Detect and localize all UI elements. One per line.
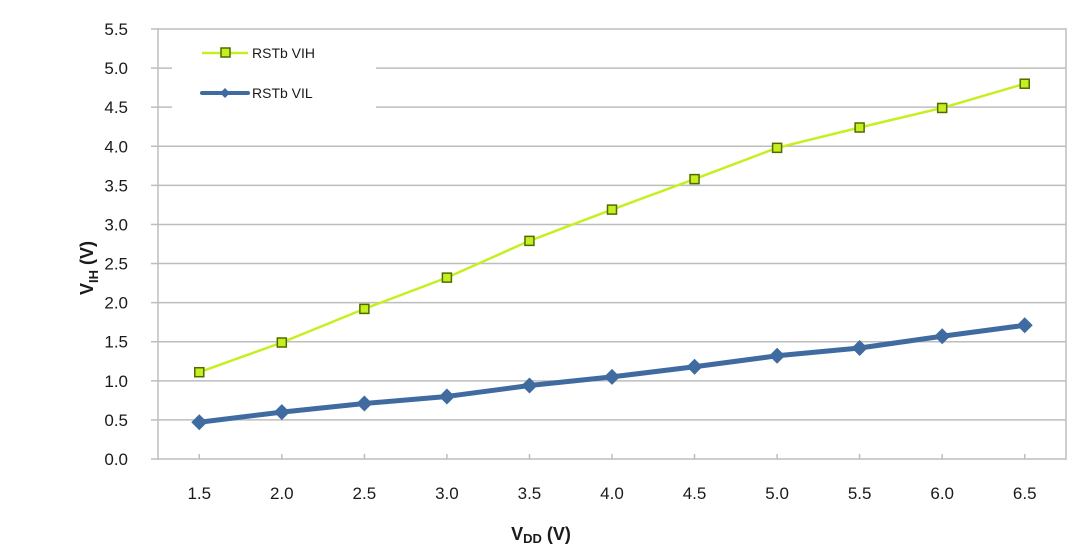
y-axis-title-suffix: (V) xyxy=(77,241,97,270)
y-tick-label: 2.5 xyxy=(104,255,128,274)
data-point-square xyxy=(771,142,783,154)
series-rstb-vih xyxy=(194,78,1030,378)
x-tick-label: 6.0 xyxy=(930,484,954,503)
data-point-square xyxy=(606,204,618,215)
data-point-diamond xyxy=(191,414,208,431)
data-point-diamond xyxy=(686,358,703,375)
y-tick-label: 4.0 xyxy=(104,137,128,156)
x-tick-label: 4.0 xyxy=(600,484,624,503)
y-axis-title: VIH (V) xyxy=(77,241,101,295)
y-tick-label: 3.0 xyxy=(104,215,128,234)
y-tick-label: 4.5 xyxy=(104,98,128,117)
data-point-square xyxy=(194,366,205,378)
data-point-square xyxy=(854,122,865,133)
legend: RSTb VIH RSTb VIL xyxy=(172,38,376,114)
y-tick-label: 0.0 xyxy=(104,450,128,469)
x-tick-label: 5.5 xyxy=(848,484,872,503)
series-layer xyxy=(191,78,1033,431)
y-axis-title-sub: IH xyxy=(86,270,101,283)
data-point-square xyxy=(936,102,948,114)
data-point-square xyxy=(524,235,535,247)
data-point-diamond xyxy=(521,377,538,394)
x-axis-title-sub: DD xyxy=(523,531,542,546)
y-axis: 0.0 0.5 1.0 1.5 2.0 2.5 3.0 3.5 4.0 4.5 5.0 5.5 xyxy=(104,20,158,469)
x-axis-title-suffix: (V) xyxy=(542,524,571,544)
data-point-diamond xyxy=(769,347,786,364)
legend-marker-square-icon xyxy=(220,47,231,58)
data-point-diamond xyxy=(934,328,951,345)
x-tick-label: 3.5 xyxy=(518,484,542,503)
y-tick-label: 3.5 xyxy=(104,176,128,195)
legend-label-vil: RSTb VIL xyxy=(252,85,313,101)
y-tick-label: 5.0 xyxy=(104,59,128,78)
x-axis-title-main: V xyxy=(511,524,523,544)
data-point-diamond xyxy=(604,368,620,385)
data-point-square xyxy=(276,337,288,348)
data-point-diamond xyxy=(851,339,868,356)
legend-label-vih: RSTb VIH xyxy=(252,45,315,61)
x-tick-label: 2.0 xyxy=(270,484,294,503)
legend-marker-diamond-icon xyxy=(220,88,230,98)
legend-background xyxy=(172,38,376,114)
y-tick-label: 0.5 xyxy=(104,411,128,430)
y-axis-title-main: V xyxy=(77,283,97,295)
x-tick-label: 2.5 xyxy=(353,484,377,503)
data-point-diamond xyxy=(1016,317,1033,334)
y-tick-label: 5.5 xyxy=(104,20,128,39)
legend-item-vil: RSTb VIL xyxy=(200,85,313,101)
x-tick-label: 5.0 xyxy=(765,484,789,503)
y-tick-label: 2.0 xyxy=(104,294,128,313)
legend-item-vih: RSTb VIH xyxy=(202,45,315,61)
data-point-square xyxy=(359,303,370,315)
x-tick-label: 1.5 xyxy=(187,484,211,503)
y-tick-label: 1.5 xyxy=(104,333,128,352)
data-point-square xyxy=(1019,78,1030,89)
data-point-diamond xyxy=(356,395,373,412)
gridlines xyxy=(158,67,1066,421)
series-line xyxy=(198,82,1026,374)
x-tick-label: 4.5 xyxy=(683,484,707,503)
data-point-square xyxy=(689,173,700,185)
x-tick-label: 3.0 xyxy=(435,484,459,503)
data-point-diamond xyxy=(438,388,455,405)
x-tick-label: 6.5 xyxy=(1013,484,1037,503)
series-rstb-vil xyxy=(191,317,1033,431)
x-axis-title: VDD (V) xyxy=(511,524,571,546)
x-axis: 1.5 2.0 2.5 3.0 3.5 4.0 4.5 5.0 5.5 6.0 6.5 xyxy=(187,454,1037,503)
y-tick-label: 1.0 xyxy=(104,372,128,391)
data-point-square xyxy=(441,272,453,283)
data-point-diamond xyxy=(273,404,290,421)
